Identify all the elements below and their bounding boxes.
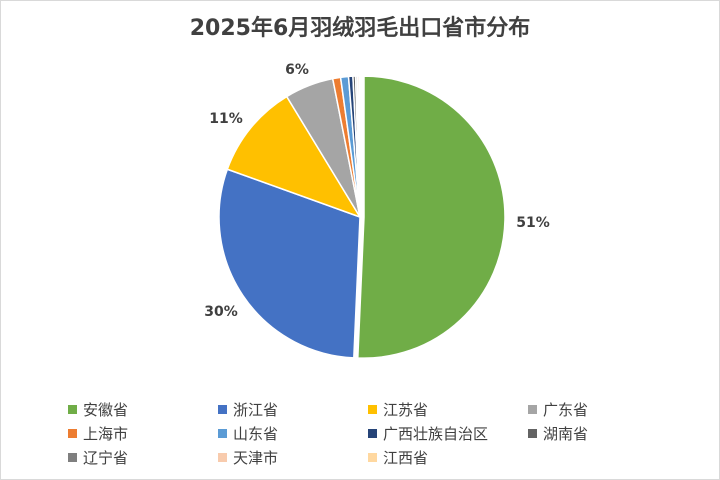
legend-item-6: 山东省	[218, 422, 368, 444]
legend-swatch	[368, 428, 377, 438]
pie-slice-3	[226, 95, 362, 219]
legend-label: 湖南省	[543, 424, 589, 443]
legend-label: 江西省	[383, 448, 429, 467]
legend-swatch	[218, 452, 227, 462]
legend-swatch	[68, 404, 77, 414]
pie-slice-11	[358, 75, 361, 218]
legend-label: 上海市	[83, 424, 129, 443]
legend-item-9: 辽宁省	[68, 446, 218, 468]
legend-swatch	[218, 428, 227, 438]
legend-label: 辽宁省	[83, 448, 129, 467]
legend-swatch	[528, 404, 537, 414]
data-label-3: 11%	[209, 111, 243, 127]
legend-item-11: 江西省	[368, 446, 528, 468]
legend-item-3: 江苏省	[368, 398, 528, 420]
legend-item-1: 安徽省	[68, 398, 218, 420]
legend-item-10: 天津市	[218, 446, 368, 468]
legend-item-2: 浙江省	[218, 398, 368, 420]
legend-label: 浙江省	[233, 400, 279, 419]
data-label-4: 6%	[285, 62, 309, 78]
legend-label: 广西壮族自治区	[383, 424, 489, 443]
legend-item-8: 湖南省	[528, 422, 678, 444]
chart-title: 2025年6月羽绒羽毛出口省市分布	[189, 16, 531, 41]
legend-swatch	[218, 404, 227, 414]
data-label-1: 51%	[516, 215, 550, 231]
legend-label: 江苏省	[383, 400, 429, 419]
legend-label: 安徽省	[83, 400, 129, 419]
pie-slice-2	[218, 168, 361, 359]
legend-swatch	[68, 452, 77, 462]
legend-item-7: 广西壮族自治区	[368, 422, 528, 444]
legend-swatch	[368, 452, 377, 462]
legend-label: 天津市	[233, 448, 279, 467]
legend-item-4: 广东省	[528, 398, 678, 420]
legend-swatch	[368, 404, 377, 414]
legend-swatch	[528, 428, 537, 438]
pie-slice-1	[357, 75, 506, 359]
legend-item-5: 上海市	[68, 422, 218, 444]
legend-swatch	[68, 428, 77, 438]
data-label-2: 30%	[204, 304, 238, 320]
legend: 安徽省 浙江省 江苏省 广东省上海市 山东省 广西壮族自治区 湖南省辽宁省 天津市 江西省	[68, 398, 688, 468]
legend-label: 广东省	[543, 400, 589, 419]
legend-label: 山东省	[233, 424, 279, 443]
